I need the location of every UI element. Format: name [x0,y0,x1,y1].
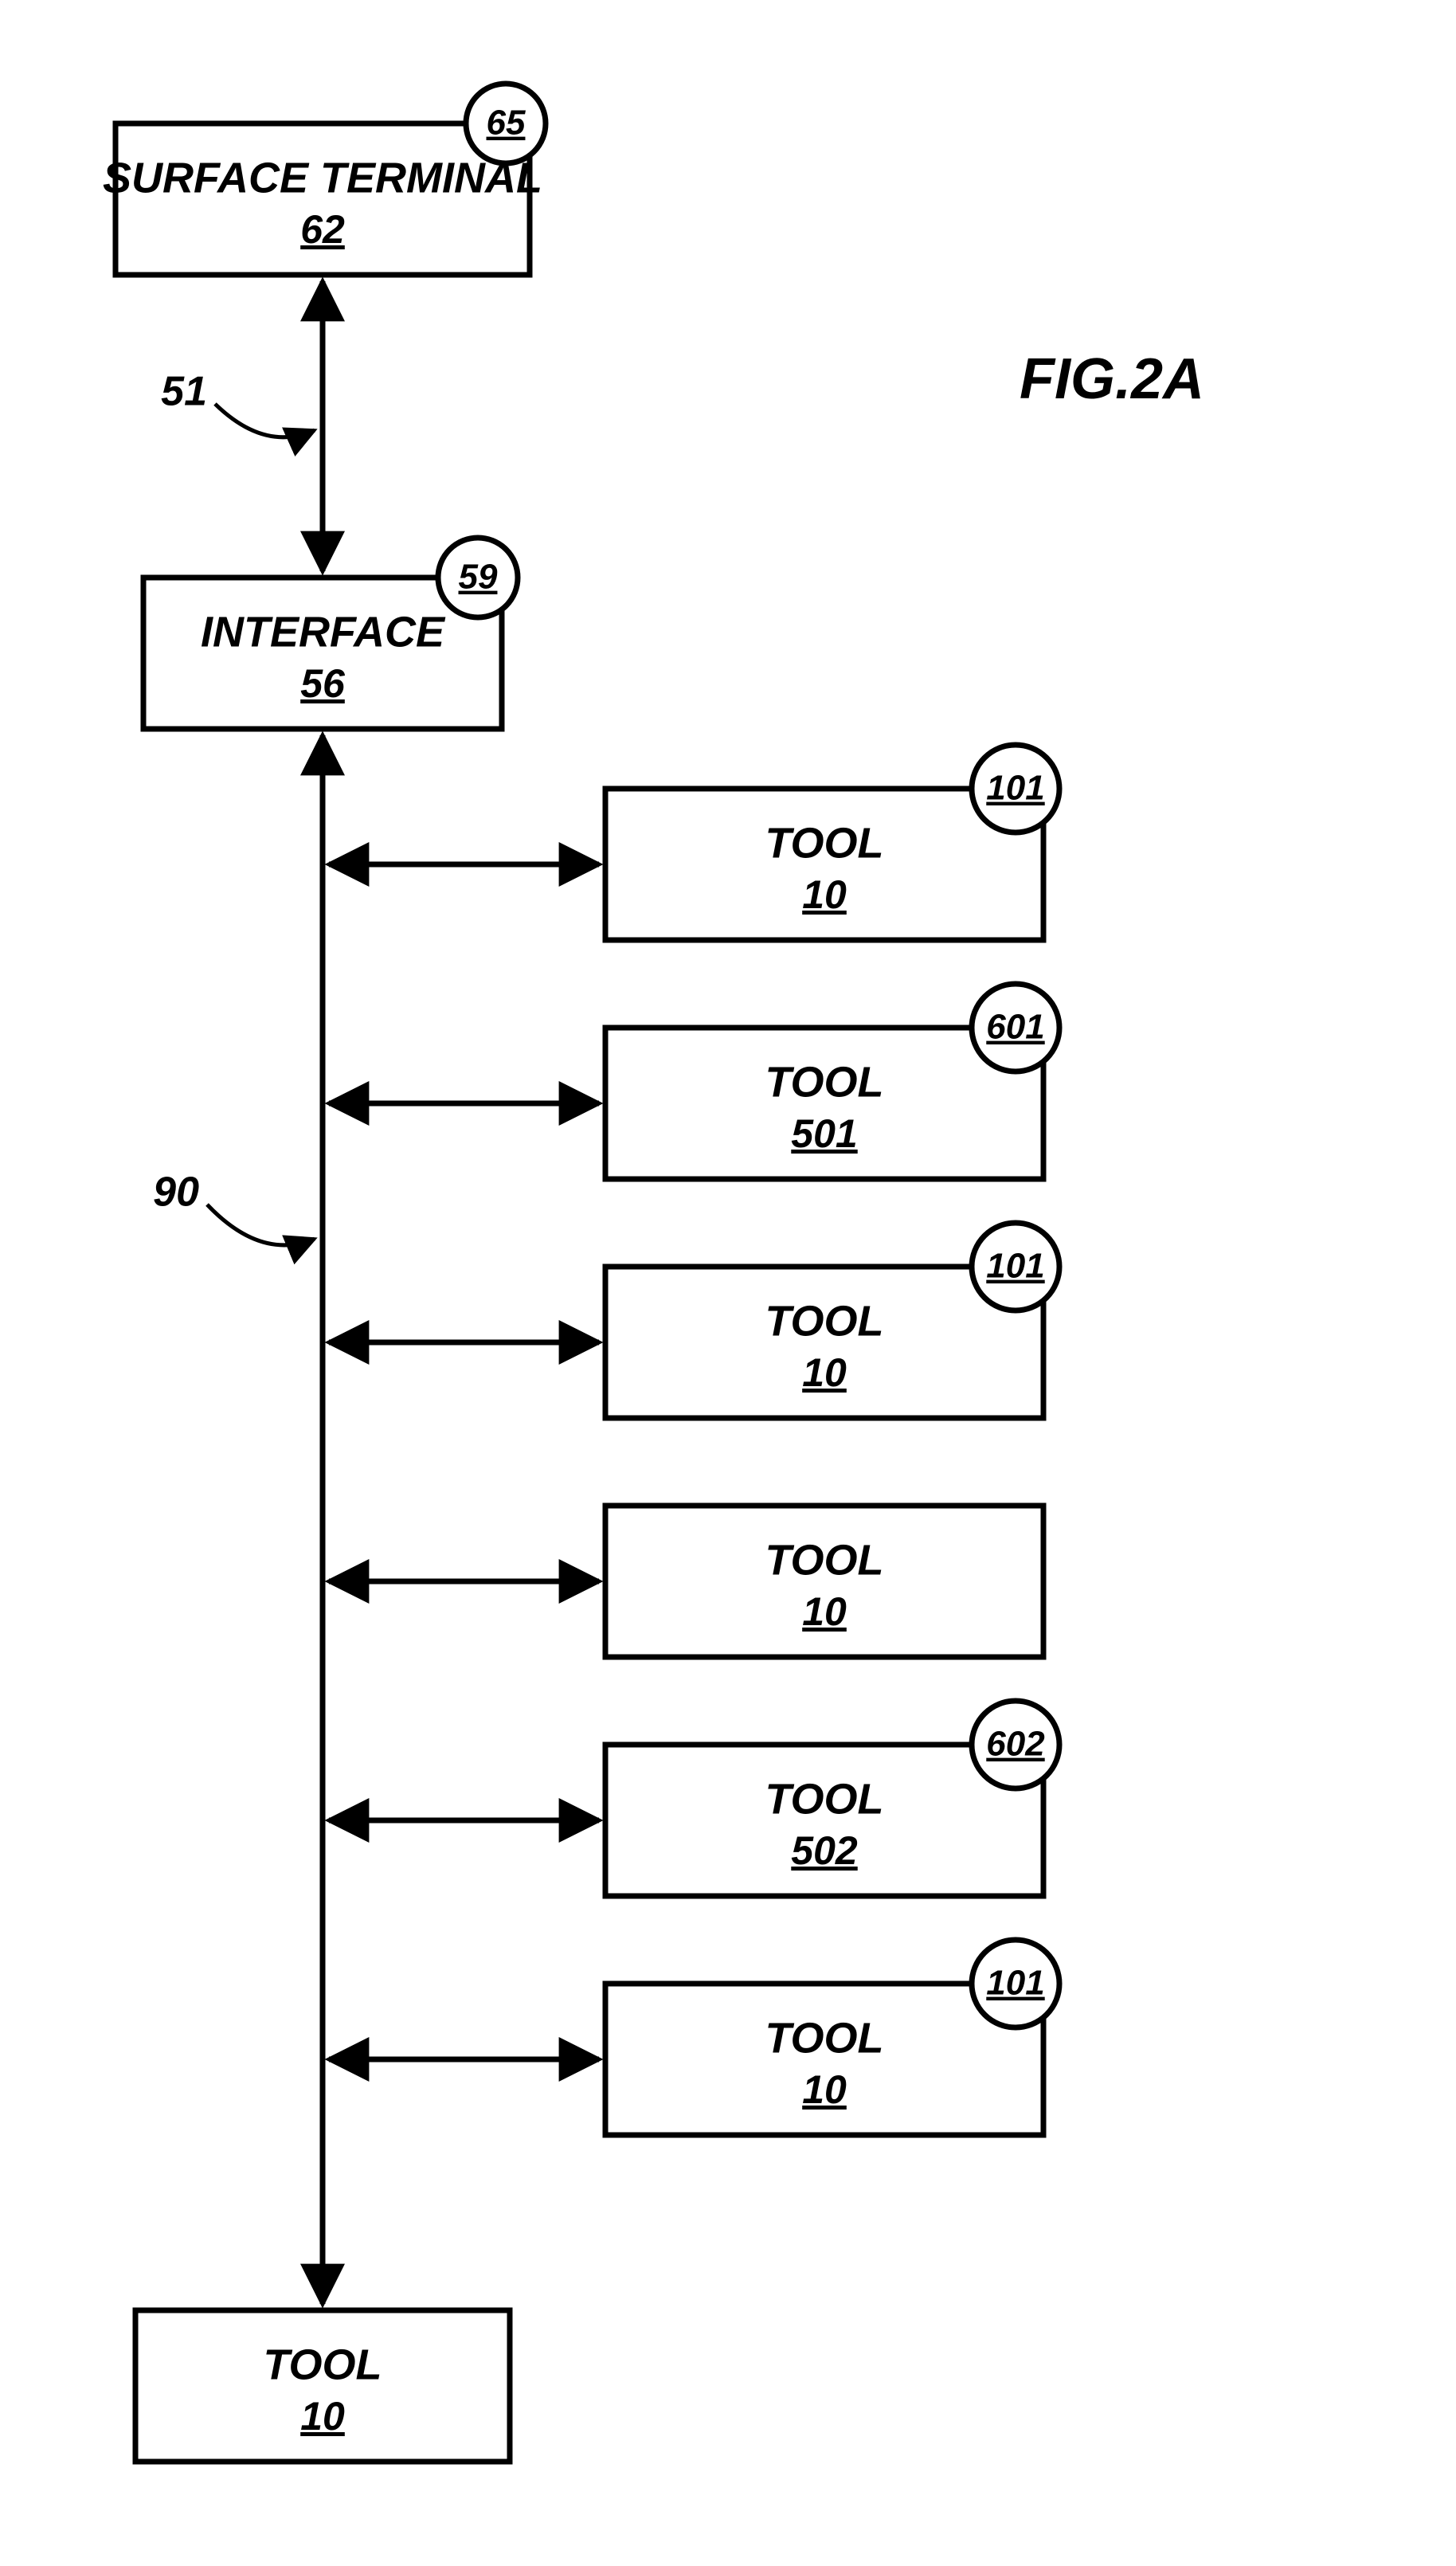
tool-box-2-label: TOOL [765,1058,883,1106]
tool-box-3-bubble-text: 101 [986,1247,1044,1286]
tool-box-1-num: 10 [802,872,847,917]
tool-box-6-num: 10 [802,2067,847,2112]
bottom-tool-box-label: TOOL [263,2341,382,2388]
interface-box-label: INTERFACE [201,608,446,656]
tool-box-3-num: 10 [802,1350,847,1395]
annotation-51: 51 [161,369,207,415]
tool-box-1-label: TOOL [765,819,883,867]
interface-box-bubble-text: 59 [459,558,498,597]
figure-label: FIG.2A [1020,347,1204,411]
tool-box-6-bubble-text: 101 [986,1964,1044,2003]
tool-box-1-bubble-text: 101 [986,769,1044,808]
annotation-leader-90 [207,1205,315,1245]
tool-box-5-label: TOOL [765,1775,883,1823]
diagram-root: SURFACE TERMINAL 62 65 INTERFACE 56 59 TOOL 10 T… [0,0,1456,2566]
annotation-90: 90 [153,1169,199,1216]
annotation-leader-51 [215,404,315,437]
tool-box-4-label: TOOL [765,1536,883,1584]
surface-terminal-box-num: 62 [300,207,345,252]
tool-box-5-num: 502 [791,1828,858,1873]
surface-terminal-box-label: SURFACE TERMINAL [103,154,542,202]
tool-box-2-num: 501 [791,1111,857,1156]
tool-box-2-bubble-text: 601 [986,1008,1044,1047]
tool-box-4-num: 10 [802,1589,847,1634]
surface-terminal-box-bubble-text: 65 [487,104,526,143]
bottom-tool-box-num: 10 [300,2394,345,2439]
interface-box-num: 56 [300,661,346,706]
tool-box-3-label: TOOL [765,1297,883,1345]
tool-box-6-label: TOOL [765,2014,883,2062]
tool-box-5-bubble-text: 602 [986,1725,1045,1764]
